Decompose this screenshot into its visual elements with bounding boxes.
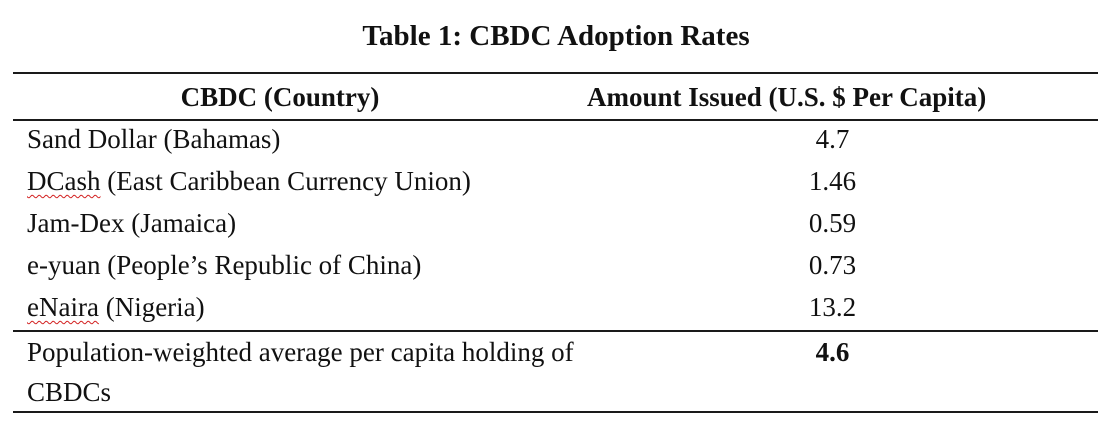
row-name: eNaira (Nigeria)	[27, 287, 205, 328]
row-value: 1.46	[808, 166, 857, 196]
column-header-amount: Amount Issued (U.S. $ Per Capita)	[587, 82, 987, 112]
row-value: 0.59	[808, 208, 857, 238]
summary-label: Population-weighted average per capita h…	[27, 337, 574, 407]
row-name: DCash (East Caribbean Currency Union)	[27, 161, 471, 202]
row-name-rest: Jam-Dex (Jamaica)	[27, 208, 237, 238]
row-name-rest: (East Caribbean Currency Union)	[100, 166, 471, 196]
row-name-marked: DCash	[27, 166, 101, 196]
row-value: 13.2	[808, 292, 857, 322]
table-header-rule	[13, 119, 1098, 121]
row-name: e-yuan (People’s Republic of China)	[27, 245, 421, 286]
row-name: Sand Dollar (Bahamas)	[27, 119, 280, 160]
row-value: 4.7	[815, 124, 850, 154]
row-name: Jam-Dex (Jamaica)	[27, 203, 236, 244]
table-top-rule	[13, 72, 1098, 74]
table-caption: Table 1: CBDC Adoption Rates	[362, 20, 750, 52]
row-value: 0.73	[808, 250, 857, 280]
row-name-rest: (Nigeria)	[98, 292, 205, 322]
table-summary-rule	[13, 330, 1098, 332]
table-bottom-rule	[13, 411, 1098, 413]
row-name-marked: eNaira	[27, 292, 99, 322]
column-header-cbdc: CBDC (Country)	[180, 82, 380, 112]
summary-value: 4.6	[815, 337, 850, 367]
row-name-rest: Sand Dollar (Bahamas)	[27, 124, 281, 154]
row-name-rest: e-yuan (People’s Republic of China)	[27, 250, 422, 280]
